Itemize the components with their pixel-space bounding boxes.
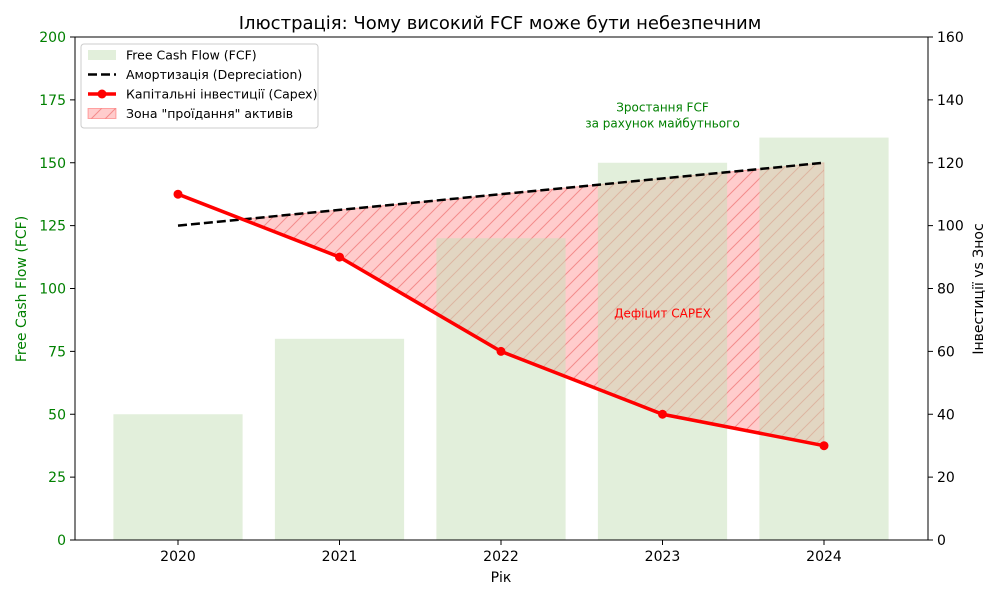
annotation-text: Зростання FCF [616, 101, 709, 115]
capex-point-2020 [173, 189, 183, 199]
legend-swatch-zone [87, 108, 117, 119]
y-right-tick-label: 100 [937, 219, 964, 235]
y-left-tick-label: 100 [39, 282, 66, 298]
fcf-bar-2020 [113, 414, 243, 540]
y-left-tick-label: 150 [39, 156, 66, 172]
x-tick-label: 2020 [160, 549, 196, 565]
y-left-tick-label: 25 [48, 470, 66, 486]
legend-label: Зона "проїдання" активів [126, 106, 293, 121]
annotation-text: за рахунок майбутнього [585, 117, 740, 131]
capex-point-2021 [335, 252, 344, 262]
y-left-tick-label: 200 [39, 30, 66, 46]
y-left-tick-label: 175 [39, 93, 66, 109]
y-right-tick-label: 120 [937, 156, 964, 172]
y-left-tick-label: 0 [57, 533, 66, 549]
legend-swatch-fcf [88, 50, 116, 60]
x-axis-label: Рік [491, 570, 512, 586]
y-right-tick-label: 20 [937, 470, 955, 486]
y-axis-left-label: Free Cash Flow (FCF) [14, 216, 30, 362]
annotation-text: Дефіцит CAPEX [614, 307, 711, 321]
capex-point-2022 [496, 346, 506, 356]
x-tick-label: 2024 [806, 549, 842, 565]
y-right-tick-label: 80 [937, 282, 955, 298]
y-right-tick-label: 140 [937, 93, 964, 109]
y-left-tick-label: 50 [48, 407, 66, 423]
legend-box [80, 43, 319, 129]
y-right-tick-label: 0 [937, 533, 946, 549]
fcf-bar-2023 [597, 162, 728, 540]
fcf-bar-2021 [274, 338, 405, 540]
depreciation-line [177, 161, 825, 227]
y-left-tick-label: 75 [48, 344, 66, 360]
y-axis-right-label: Інвестиції vs Знос [971, 223, 987, 354]
x-tick-label: 2023 [645, 549, 681, 565]
y-right-tick-label: 60 [937, 344, 955, 360]
legend-label: Амортизація (Depreciation) [126, 67, 302, 82]
y-right-tick-label: 40 [937, 407, 955, 423]
capex-point-2024 [819, 441, 829, 451]
fcf-bar-2024 [759, 137, 889, 540]
y-left-tick-label: 125 [39, 219, 66, 235]
legend-label: Free Cash Flow (FCF) [126, 48, 257, 63]
x-tick-label: 2021 [322, 549, 358, 565]
fcf-bar-2022 [436, 238, 566, 540]
legend-swatch-capex-marker [97, 89, 107, 99]
chart-title: Ілюстрація: Чому високий FCF може бути н… [239, 13, 762, 34]
y-right-tick-label: 160 [937, 30, 964, 46]
x-tick-label: 2022 [483, 549, 519, 565]
legend-label: Капітальні інвестиції (Capex) [126, 87, 317, 102]
capex-point-2023 [658, 409, 667, 419]
